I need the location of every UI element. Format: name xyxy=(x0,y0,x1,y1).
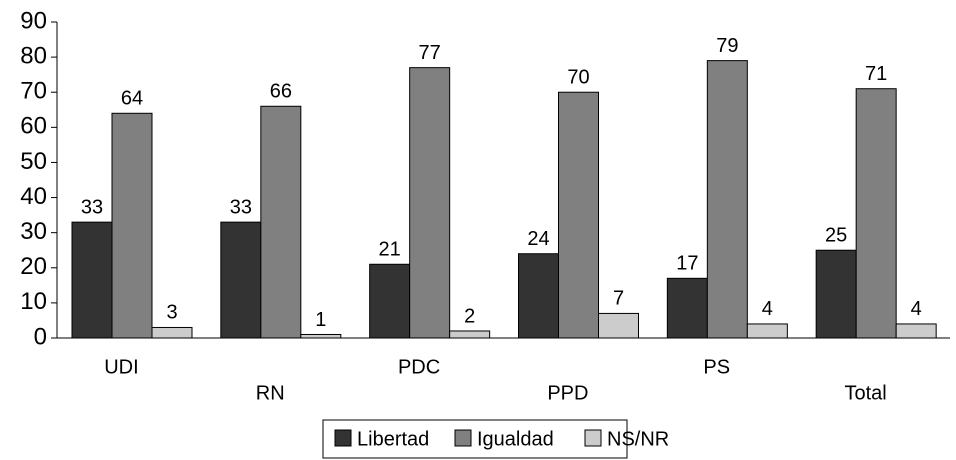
data-label: 21 xyxy=(379,239,401,261)
y-tick-label: 20 xyxy=(20,253,47,280)
data-label: 24 xyxy=(527,228,549,250)
data-label: 3 xyxy=(166,302,177,324)
bar xyxy=(71,221,113,339)
data-label: 70 xyxy=(567,67,589,89)
data-label: 25 xyxy=(825,225,847,247)
data-label: 77 xyxy=(419,42,441,64)
data-label: 66 xyxy=(270,81,292,103)
bar xyxy=(409,67,451,339)
legend-box xyxy=(322,419,628,459)
y-tick-label: 10 xyxy=(20,288,47,315)
bar xyxy=(449,330,491,339)
bar xyxy=(220,221,262,339)
data-label: 4 xyxy=(762,298,773,320)
y-tick-label: 0 xyxy=(34,323,47,350)
bar xyxy=(855,88,897,339)
legend-label: Igualdad xyxy=(477,428,554,450)
x-tick-label: PS xyxy=(703,356,730,378)
y-tick-label: 80 xyxy=(20,42,47,69)
bar xyxy=(895,323,937,339)
legend-swatch xyxy=(334,429,352,447)
bar xyxy=(151,326,193,339)
y-tick-label: 50 xyxy=(20,148,47,175)
legend-label: NS/NR xyxy=(607,428,669,450)
y-tick-label: 40 xyxy=(20,183,47,210)
data-label: 1 xyxy=(315,309,326,331)
data-label: 33 xyxy=(230,196,252,218)
bar xyxy=(300,333,342,339)
bar xyxy=(706,60,748,339)
bar xyxy=(598,312,639,339)
legend-label: Libertad xyxy=(357,428,429,450)
data-label: 79 xyxy=(716,35,738,57)
data-label: 33 xyxy=(81,196,103,218)
x-tick-label: PDC xyxy=(398,356,440,378)
bar xyxy=(111,112,153,339)
x-tick-label: UDI xyxy=(104,356,138,378)
data-label: 7 xyxy=(613,288,624,310)
legend-swatch xyxy=(454,429,472,447)
bar xyxy=(746,323,788,339)
bar xyxy=(558,91,599,339)
data-label: 71 xyxy=(865,63,887,85)
bar xyxy=(815,249,857,339)
bar xyxy=(666,277,708,339)
bar xyxy=(369,263,411,339)
data-label: 17 xyxy=(676,253,698,275)
bar xyxy=(260,105,302,339)
y-tick-label: 90 xyxy=(20,7,47,34)
legend-swatch xyxy=(584,429,602,447)
y-tick-label: 60 xyxy=(20,113,47,140)
data-label: 4 xyxy=(911,298,922,320)
bar xyxy=(518,253,559,339)
x-tick-label: RN xyxy=(256,382,285,404)
data-label: 64 xyxy=(121,88,143,110)
y-tick-label: 30 xyxy=(20,218,47,245)
x-tick-label: PPD xyxy=(547,382,588,404)
data-label: 2 xyxy=(464,305,475,327)
x-tick-label: Total xyxy=(844,382,886,404)
y-tick-label: 70 xyxy=(20,78,47,105)
